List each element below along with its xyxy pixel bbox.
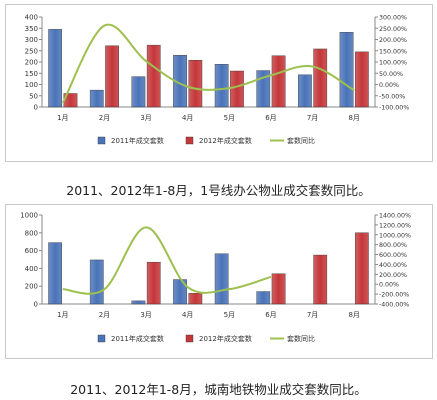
legend-swatch-2011 [97,136,106,145]
right-tick-label: 1200.00% [379,222,411,229]
x-tick-label: 4月 [182,114,193,122]
yoy-line [61,23,355,104]
legend-label: 2011年成交套数 [111,136,164,145]
right-tick-label: -200.00% [379,292,409,299]
left-tick-label: 0 [34,301,38,309]
x-tick-label: 1月 [57,311,68,319]
legend-swatch-2012 [185,136,194,145]
bar-2011 [173,279,187,305]
bar-2011 [48,29,63,108]
bar-2011 [131,300,146,305]
left-tick-label: 50 [29,92,38,100]
left-tick-label: 350 [25,25,38,33]
left-tick-label: 300 [25,36,38,44]
left-tick-label: 800 [25,229,38,237]
x-tick-label: 2月 [99,311,110,319]
right-tick-label: 800.00% [379,242,407,249]
bar-2012 [105,45,119,108]
x-tick-label: 7月 [307,311,318,319]
right-tick-label: 200.00% [379,37,407,44]
left-tick-label: 100 [25,81,38,89]
yoy-line [62,226,272,295]
bar-2012 [354,51,369,108]
bar-2011 [89,89,104,108]
x-tick-label: 5月 [224,311,235,319]
right-tick-label: 300.00% [379,15,407,22]
x-tick-label: 7月 [307,114,318,122]
x-tick-label: 1月 [57,114,68,122]
bar-2011 [214,64,229,108]
right-tick-label: 150.00% [379,48,407,55]
left-tick-label: 0 [34,104,38,112]
right-tick-label: 400.00% [379,262,407,269]
legend-label: 2012年成交套数 [199,136,252,145]
x-tick-label: 2月 [99,114,110,122]
bar-2011 [214,253,229,305]
left-tick-label: 200 [25,283,38,291]
x-tick-label: 3月 [140,114,151,122]
left-tick-label: 400 [25,14,38,22]
x-tick-label: 5月 [224,114,235,122]
x-tick-label: 4月 [182,311,193,319]
legend-label: 2011年成交套数 [111,334,164,343]
bar-2012 [313,254,328,305]
right-tick-label: 0.00% [379,282,399,289]
right-tick-label: 600.00% [379,252,407,259]
legend-swatch-2011 [97,334,106,343]
left-tick-label: 200 [25,59,38,67]
x-tick-label: 6月 [265,114,276,122]
legend-label: 2012年成交套数 [199,334,252,343]
bar-2011 [131,76,146,108]
right-tick-label: 50.00% [379,71,403,78]
chart-1-caption: 2011、2012年1-8月，1号线办公物业成交套数同比。 [66,183,371,198]
legend-swatch-2012 [185,334,194,343]
right-tick-label: 100.00% [379,60,407,67]
right-tick-label: 250.00% [379,26,407,33]
bar-2011 [48,242,63,305]
right-tick-label: 1000.00% [379,232,411,239]
bar-2011 [298,74,312,108]
right-tick-label: -50.00% [379,93,405,100]
x-tick-label: 3月 [140,311,151,319]
left-tick-label: 1000 [20,212,38,220]
chart-2-caption: 2011、2012年1-8月，城南地铁物业成交套数同比。 [70,382,367,397]
x-tick-label: 8月 [348,311,359,319]
right-tick-label: -400.00% [379,302,409,309]
left-tick-label: 400 [25,265,38,273]
bar-2012 [146,261,161,305]
x-tick-label: 8月 [348,114,359,122]
left-tick-label: 600 [25,247,38,255]
legend-label: 套数同比 [287,334,315,343]
bar-2012 [146,44,161,108]
right-tick-label: 1400.00% [379,213,411,220]
left-tick-label: 150 [25,70,38,78]
chart-panel-1: 0 50 100 150 200 250 300 350 400 -100.00% -50.00% 0… [5,4,433,162]
right-tick-label: 0.00% [379,82,399,89]
bar-2011 [89,259,104,305]
bar-2012 [188,293,203,305]
chart-1: 0 50 100 150 200 250 300 350 400 -100.00% -50.00% 0… [25,14,410,146]
x-tick-label: 6月 [265,311,276,319]
right-tick-label: 200.00% [379,272,407,279]
chart-panel-2: 0 200 400 600 800 1000 -400.00% -200.00% 0.00% 20… [5,204,433,359]
bar-2011 [256,291,271,305]
bar-2012 [188,60,203,108]
right-tick-label: -100.00% [379,105,409,112]
bar-2012 [354,232,369,305]
left-tick-label: 250 [25,47,38,55]
chart-2: 0 200 400 600 800 1000 -400.00% -200.00% 0.00% 20… [20,212,411,344]
bar-2011 [339,32,354,108]
legend-label: 套数同比 [287,136,315,145]
bar-2012 [313,48,328,108]
bar-2012 [271,55,286,108]
bar-2012 [230,70,244,108]
bar-2012 [271,273,286,305]
